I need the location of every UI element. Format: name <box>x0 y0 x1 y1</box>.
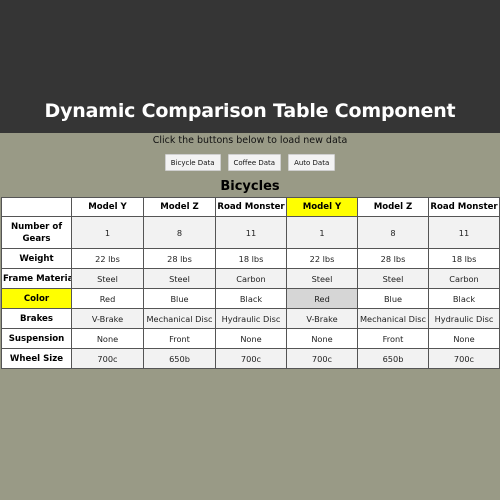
table-cell[interactable]: Black <box>215 288 287 309</box>
table-row: Brakes V-Brake Mechanical Disc Hydraulic… <box>1 308 500 329</box>
table-cell[interactable]: 18 lbs <box>215 248 287 269</box>
table-cell[interactable]: 650b <box>357 348 429 369</box>
column-header-highlighted[interactable]: Model Y <box>286 197 358 217</box>
table-title: Bicycles <box>220 179 280 194</box>
table-header-row: Model Y Model Z Road Monster Model Y Mod… <box>1 197 500 217</box>
table-cell[interactable]: 1 <box>71 216 144 249</box>
table-row: Weight 22 lbs 28 lbs 18 lbs 22 lbs 28 lb… <box>1 248 500 269</box>
table-cell[interactable]: 8 <box>143 216 216 249</box>
table-row: Frame Material Steel Steel Carbon Steel … <box>1 268 500 289</box>
table-cell-selected[interactable]: Red <box>286 288 358 309</box>
row-header[interactable]: Number of Gears <box>1 216 72 249</box>
table-cell[interactable]: Red <box>71 288 144 309</box>
table-cell[interactable]: 11 <box>428 216 500 249</box>
table-cell[interactable]: Steel <box>71 268 144 289</box>
column-header[interactable]: Road Monster <box>428 197 500 217</box>
row-header[interactable]: Suspension <box>1 328 72 349</box>
row-header-highlighted[interactable]: Color <box>1 288 72 309</box>
table-cell[interactable]: 650b <box>143 348 216 369</box>
table-cell[interactable]: Steel <box>286 268 358 289</box>
table-cell[interactable]: 28 lbs <box>357 248 429 269</box>
page-header: Dynamic Comparison Table Component <box>0 0 500 133</box>
table-cell[interactable]: Hydraulic Disc <box>428 308 500 329</box>
table-cell[interactable]: Front <box>357 328 429 349</box>
table-cell[interactable]: 11 <box>215 216 287 249</box>
bicycle-data-button[interactable]: Bicycle Data <box>164 154 221 171</box>
table-row: Suspension None Front None None Front No… <box>1 328 500 349</box>
table-cell[interactable]: 700c <box>286 348 358 369</box>
column-header[interactable]: Road Monster <box>215 197 287 217</box>
table-cell[interactable]: 700c <box>428 348 500 369</box>
data-buttons: Bicycle Data Coffee Data Auto Data <box>0 154 500 171</box>
table-cell[interactable]: None <box>215 328 287 349</box>
table-cell[interactable]: 18 lbs <box>428 248 500 269</box>
row-header[interactable]: Wheel Size <box>1 348 72 369</box>
table-cell[interactable]: Mechanical Disc <box>143 308 216 329</box>
row-header[interactable]: Frame Material <box>1 268 72 289</box>
table-cell[interactable]: Blue <box>357 288 429 309</box>
table-cell[interactable]: None <box>71 328 144 349</box>
table-row: Wheel Size 700c 650b 700c 700c 650b 700c <box>1 348 500 369</box>
table-cell[interactable]: None <box>428 328 500 349</box>
table-cell[interactable]: Mechanical Disc <box>357 308 429 329</box>
table-cell[interactable]: 700c <box>215 348 287 369</box>
table-cell[interactable]: 1 <box>286 216 358 249</box>
table-cell[interactable]: Hydraulic Disc <box>215 308 287 329</box>
table-cell[interactable]: 700c <box>71 348 144 369</box>
table-row: Color Red Blue Black Red Blue Black <box>1 288 500 309</box>
instructions-text: Click the buttons below to load new data <box>152 135 348 146</box>
column-header[interactable]: Model Z <box>357 197 429 217</box>
table-row: Number of Gears 1 8 11 1 8 11 <box>1 216 500 249</box>
auto-data-button[interactable]: Auto Data <box>288 154 336 171</box>
table-cell[interactable]: 22 lbs <box>71 248 144 269</box>
table-cell[interactable]: 28 lbs <box>143 248 216 269</box>
table-cell[interactable]: Steel <box>143 268 216 289</box>
table-cell[interactable]: Carbon <box>215 268 287 289</box>
table-cell[interactable]: Blue <box>143 288 216 309</box>
coffee-data-button[interactable]: Coffee Data <box>227 154 282 171</box>
table-cell[interactable]: None <box>286 328 358 349</box>
column-header[interactable]: Model Z <box>143 197 216 217</box>
table-cell[interactable]: Carbon <box>428 268 500 289</box>
table-cell[interactable]: V-Brake <box>286 308 358 329</box>
table-cell[interactable]: Front <box>143 328 216 349</box>
table-cell[interactable]: Steel <box>357 268 429 289</box>
table-cell[interactable]: 22 lbs <box>286 248 358 269</box>
table-cell[interactable]: Black <box>428 288 500 309</box>
column-header[interactable]: Model Y <box>71 197 144 217</box>
row-header[interactable]: Brakes <box>1 308 72 329</box>
table-cell[interactable]: V-Brake <box>71 308 144 329</box>
corner-cell <box>1 197 72 217</box>
comparison-table: Model Y Model Z Road Monster Model Y Mod… <box>1 197 500 369</box>
table-cell[interactable]: 8 <box>357 216 429 249</box>
row-header[interactable]: Weight <box>1 248 72 269</box>
page-title: Dynamic Comparison Table Component <box>44 100 456 122</box>
